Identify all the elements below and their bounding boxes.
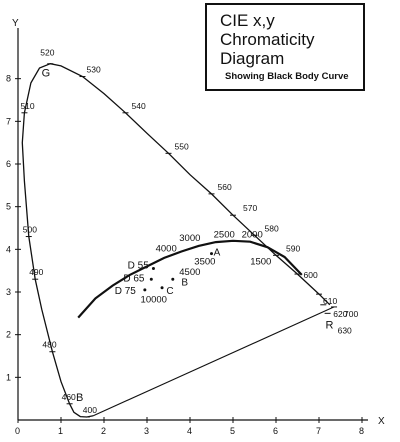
temperature-label: 3000 [179,233,200,244]
title-line-3: Diagram [220,49,285,68]
tick-marks: 0 1 2 3 4 5 6 7 8 1 2 3 4 5 6 7 8 [6,74,364,436]
illuminant-point [143,288,147,292]
wavelength-label: 500 [23,225,37,235]
illuminant-label: D 75 [115,286,137,297]
title-box: CIE x,y Chromaticity Diagram Showing Bla… [205,3,365,91]
chart-labels: 400 460 480 490 500 510 520 530 540 550 560 570 580 5… [20,48,359,418]
temperature-label: 3500 [194,256,215,267]
temperature-label: 2500 [214,229,235,240]
y-tick-label: 4 [6,244,11,254]
title-line-1: CIE x,y [220,11,275,30]
illuminant-point [151,267,155,271]
x-axis-label: X [378,416,385,427]
axes: XY [12,18,385,427]
temperature-label: 2000 [242,229,263,240]
illuminant-point [210,252,213,256]
blackbody-curve [77,239,303,319]
illuminant-point [160,286,164,290]
wavelength-label: 570 [243,203,257,213]
wavelength-label: 560 [218,182,232,192]
wavelength-label: 520 [40,48,54,58]
temperature-label: 1500 [250,256,271,267]
region-label: G [42,68,51,80]
temperature-label: 10000 [141,295,167,306]
y-tick-label: 5 [6,202,11,212]
title-line-2: Chromaticity [220,30,315,49]
purple-line [93,306,335,417]
temperature-label: 4500 [179,267,200,278]
x-tick-label: 7 [316,426,321,436]
illuminant-label: D 65 [123,273,145,284]
region-label: R [325,319,333,331]
illuminant-label: C [166,286,173,297]
illuminant-label: A [214,248,221,259]
curves [21,63,335,418]
wavelength-label: 580 [265,223,279,233]
y-tick-label: 3 [6,287,11,297]
x-tick-label: 1 [58,426,63,436]
wavelength-label: 480 [42,340,56,350]
wavelength-label: 630 [338,325,352,335]
temperature-label: 4000 [156,243,177,254]
y-tick-label: 6 [6,159,11,169]
wavelength-label: 510 [20,101,34,111]
y-tick-label: 2 [6,330,11,340]
wavelength-label: 400 [83,405,97,415]
wavelength-label: 610 [323,296,337,306]
x-tick-label: 6 [273,426,278,436]
x-tick-label: 8 [359,426,364,436]
x-tick-label: 4 [187,426,192,436]
wavelength-label: 600 [304,270,318,280]
y-tick-label: 7 [6,116,11,126]
x-tick-label: 2 [101,426,106,436]
wavelength-label: 700 [344,309,358,319]
illuminant-point [149,277,153,281]
illuminant-point [171,277,175,281]
x-tick-label: 3 [144,426,149,436]
x-tick-label: 0 [15,426,20,436]
y-tick-label: 1 [6,372,11,382]
y-tick-label: 8 [6,74,11,84]
chart-subtitle: Showing Black Body Curve [225,71,349,82]
illuminant-label: D 55 [128,261,150,272]
x-tick-label: 5 [230,426,235,436]
wavelength-label: 490 [29,267,43,277]
wavelength-label: 590 [286,243,300,253]
y-axis-label: Y [12,18,19,29]
wavelength-label: 540 [132,101,146,111]
wavelength-label: 550 [175,141,189,151]
wavelength-label: 620 [333,309,347,319]
region-label: B [76,392,83,404]
wavelength-label: 530 [87,65,101,75]
spectral-locus-curve [21,63,331,418]
illuminant-label: B [181,278,188,289]
wavelength-label: 460 [62,392,76,402]
